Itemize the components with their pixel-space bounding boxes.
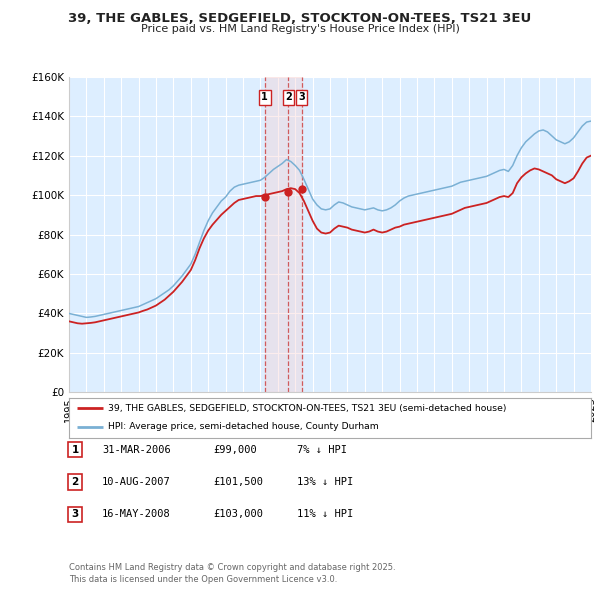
Text: 1: 1: [71, 445, 79, 454]
Text: 3: 3: [71, 510, 79, 519]
Text: 31-MAR-2006: 31-MAR-2006: [102, 445, 171, 454]
Text: 1: 1: [262, 92, 268, 102]
Bar: [265, 77, 302, 392]
Text: 39, THE GABLES, SEDGEFIELD, STOCKTON-ON-TEES, TS21 3EU (semi-detached house): 39, THE GABLES, SEDGEFIELD, STOCKTON-ON-…: [108, 404, 506, 413]
Text: 2: 2: [71, 477, 79, 487]
Text: HPI: Average price, semi-detached house, County Durham: HPI: Average price, semi-detached house,…: [108, 422, 379, 431]
Text: 7% ↓ HPI: 7% ↓ HPI: [297, 445, 347, 454]
Text: 13% ↓ HPI: 13% ↓ HPI: [297, 477, 353, 487]
Text: Price paid vs. HM Land Registry's House Price Index (HPI): Price paid vs. HM Land Registry's House …: [140, 24, 460, 34]
Text: 2: 2: [285, 92, 292, 102]
Text: 11% ↓ HPI: 11% ↓ HPI: [297, 510, 353, 519]
Text: 10-AUG-2007: 10-AUG-2007: [102, 477, 171, 487]
Text: Contains HM Land Registry data © Crown copyright and database right 2025.
This d: Contains HM Land Registry data © Crown c…: [69, 563, 395, 584]
Text: 3: 3: [298, 92, 305, 102]
Text: £101,500: £101,500: [213, 477, 263, 487]
Text: £99,000: £99,000: [213, 445, 257, 454]
Text: 39, THE GABLES, SEDGEFIELD, STOCKTON-ON-TEES, TS21 3EU: 39, THE GABLES, SEDGEFIELD, STOCKTON-ON-…: [68, 12, 532, 25]
Text: £103,000: £103,000: [213, 510, 263, 519]
Text: 16-MAY-2008: 16-MAY-2008: [102, 510, 171, 519]
